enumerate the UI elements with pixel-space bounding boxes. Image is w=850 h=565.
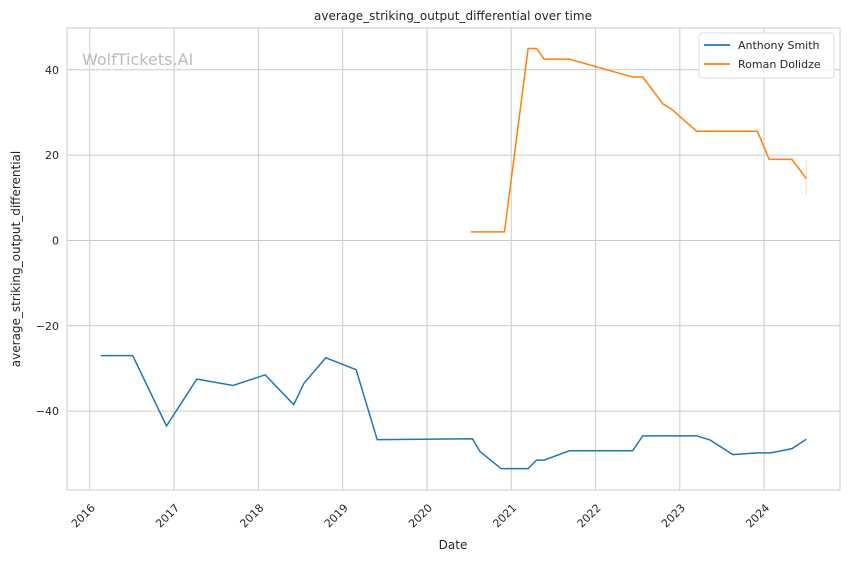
y-tick-label: −40	[36, 405, 59, 418]
x-tick-label: 2023	[659, 501, 688, 530]
y-axis-label: average_striking_output_differential	[9, 151, 23, 367]
x-tick-label: 2017	[153, 501, 182, 530]
x-tick-label: 2021	[490, 501, 519, 530]
y-tick-label: 0	[52, 234, 59, 247]
legend: Anthony Smith Roman Dolidze	[699, 33, 834, 78]
plot-area-border	[67, 28, 840, 490]
x-tick-label: 2016	[69, 501, 98, 530]
y-tick-label: 20	[45, 149, 59, 162]
series-line-anthony-smith	[101, 356, 807, 469]
x-tick-label: 2020	[406, 501, 435, 530]
legend-label-roman-dolidze: Roman Dolidze	[738, 58, 821, 71]
y-tick-label: 40	[45, 64, 59, 77]
x-tick-label: 2022	[575, 501, 604, 530]
x-tick-label: 2024	[743, 501, 772, 530]
watermark: WolfTickets.AI	[82, 50, 193, 69]
x-tick-label: 2019	[322, 501, 351, 530]
x-axis-label: Date	[439, 538, 468, 552]
y-tick-label: −20	[36, 320, 59, 333]
chart-title: average_striking_output_differential ove…	[314, 9, 592, 23]
legend-label-anthony-smith: Anthony Smith	[738, 39, 820, 52]
x-tick-label: 2018	[237, 501, 266, 530]
